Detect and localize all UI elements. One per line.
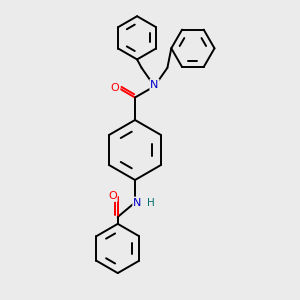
Text: H: H <box>147 198 154 208</box>
Text: O: O <box>108 191 117 201</box>
Text: N: N <box>133 197 142 208</box>
Text: N: N <box>150 80 159 90</box>
Text: O: O <box>111 83 119 93</box>
